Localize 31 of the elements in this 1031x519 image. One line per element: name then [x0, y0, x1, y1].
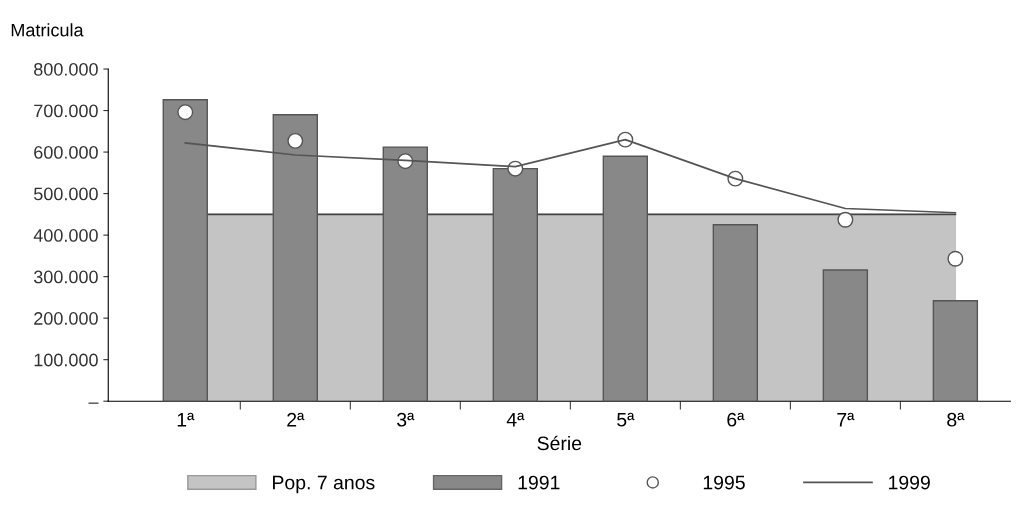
point — [947, 250, 964, 267]
x-tick-label: 5ª — [617, 412, 635, 427]
x-tick-label: 1ª — [177, 412, 195, 427]
bar — [712, 224, 759, 402]
bar — [602, 155, 649, 402]
y-tick-label: 400.000 — [33, 229, 98, 242]
point — [287, 132, 304, 149]
x-tick-label: 2ª — [287, 412, 305, 427]
y-axis-title: Matricula — [11, 23, 84, 37]
point — [837, 211, 854, 228]
y-tick-label: – — [88, 402, 99, 404]
x-tick-label: 8ª — [947, 412, 965, 427]
legend-label: 1995 — [703, 475, 745, 490]
y-tick-label: 300.000 — [33, 270, 98, 284]
y-tick-label: 600.000 — [34, 146, 98, 159]
x-tick-label: 4ª — [506, 412, 525, 427]
x-tick-label: 3ª — [397, 412, 415, 427]
legend-label: 1999 — [889, 475, 930, 490]
y-tick-label: 700.000 — [34, 104, 98, 118]
legend-label: 1991 — [518, 475, 560, 490]
bar — [822, 269, 869, 402]
x-tick-label: 7ª — [837, 412, 855, 427]
y-tick-label: 100.000 — [34, 353, 98, 367]
y-tick-label: 500.000 — [34, 187, 98, 201]
x-tick-label: 6ª — [727, 412, 745, 427]
y-tick-label: 800.000 — [34, 62, 98, 76]
point — [177, 104, 194, 121]
legend-label: Pop. 7 anos — [273, 475, 375, 494]
x-axis-title: Série — [537, 435, 582, 451]
bar — [932, 300, 979, 402]
y-tick-label: 200.000 — [34, 312, 98, 325]
